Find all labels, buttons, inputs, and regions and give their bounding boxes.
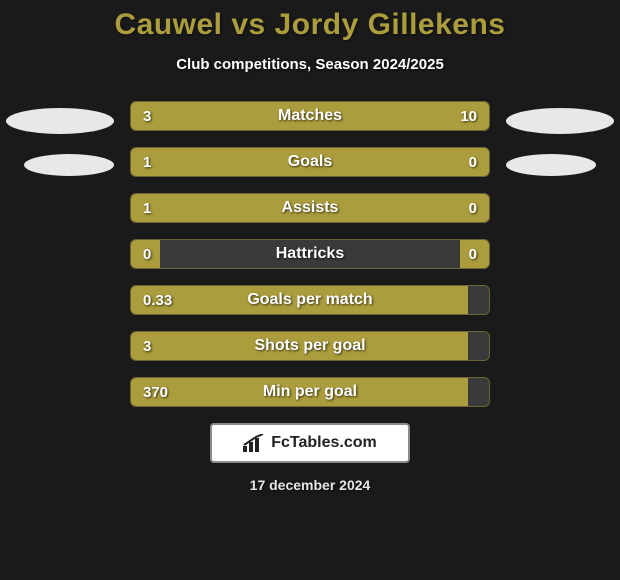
stat-fill-right: [417, 194, 489, 222]
page-title: Cauwel vs Jordy Gillekens: [0, 8, 620, 42]
stat-fill-left: [131, 240, 160, 268]
stat-row: Goals per match0.33: [130, 285, 490, 315]
stat-fill-left: [131, 194, 417, 222]
stats-bars: Matches310 Goals10 Assists10 Hattricks00 Goa…: [130, 101, 490, 407]
brand-logo-icon: [243, 434, 265, 452]
player-slot-right-2: [506, 154, 596, 176]
player-slot-left-1: [6, 108, 114, 134]
brand-text: FcTables.com: [271, 434, 377, 452]
stat-fill-right: [417, 148, 489, 176]
stat-row: Matches310: [130, 101, 490, 131]
stat-fill-right: [460, 240, 489, 268]
stats-area: Matches310 Goals10 Assists10 Hattricks00 Goa…: [0, 101, 620, 407]
stat-fill-left: [131, 102, 213, 130]
stat-row: Assists10: [130, 193, 490, 223]
stat-fill-left: [131, 332, 468, 360]
stat-row: Hattricks00: [130, 239, 490, 269]
comparison-card: Cauwel vs Jordy Gillekens Club competiti…: [0, 0, 620, 580]
player-slot-left-2: [24, 154, 114, 176]
date-label: 17 december 2024: [0, 477, 620, 493]
stat-row: Goals10: [130, 147, 490, 177]
stat-fill-left: [131, 286, 468, 314]
stat-row: Min per goal370: [130, 377, 490, 407]
brand-badge: FcTables.com: [210, 423, 410, 463]
stat-label: Hattricks: [131, 240, 489, 268]
stat-row: Shots per goal3: [130, 331, 490, 361]
page-subtitle: Club competitions, Season 2024/2025: [0, 56, 620, 73]
player-slot-right-1: [506, 108, 614, 134]
stat-fill-right: [213, 102, 489, 130]
stat-fill-left: [131, 148, 417, 176]
stat-fill-left: [131, 378, 468, 406]
